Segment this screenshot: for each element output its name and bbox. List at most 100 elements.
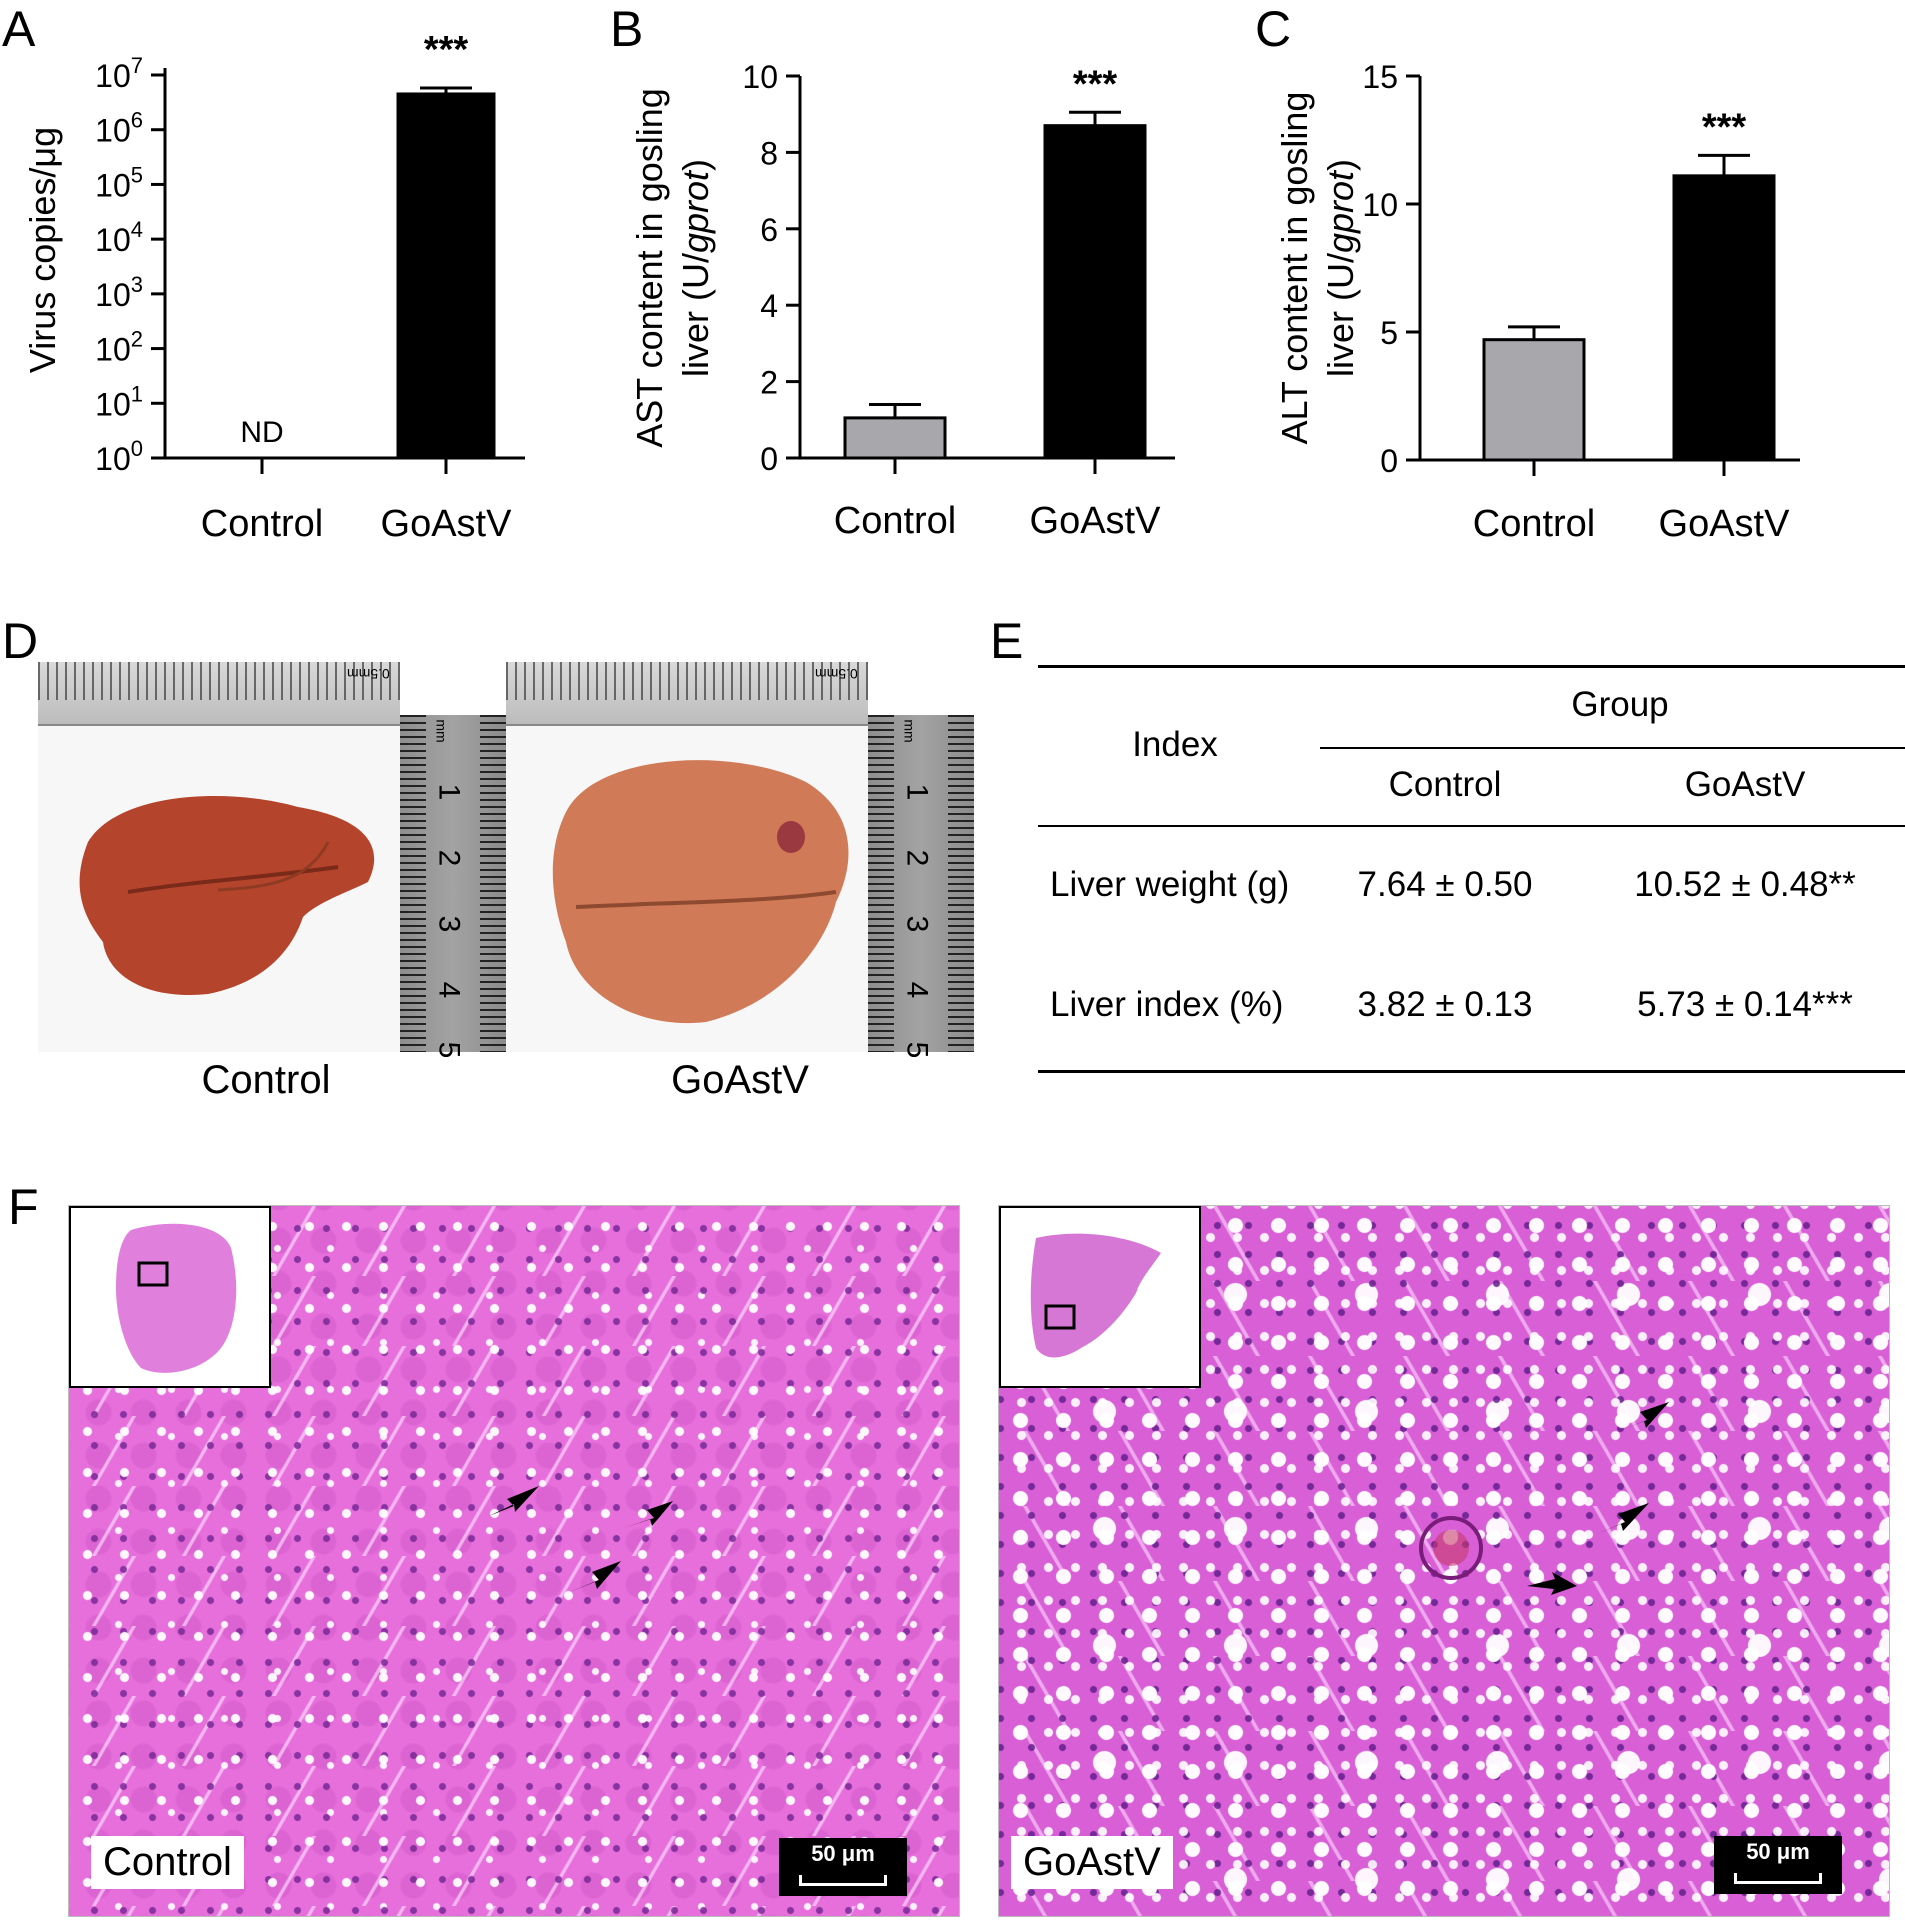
chart-c-ytick-label: 15 xyxy=(1362,59,1398,95)
chart-a-ytick-label: 107 xyxy=(95,53,143,94)
chart-b-significance: *** xyxy=(1073,63,1118,105)
chart-a-xlabel-control: Control xyxy=(201,503,324,545)
ruler-number: 1 xyxy=(432,783,466,801)
ruler-vertical-2: mm 1 2 3 4 5 xyxy=(868,715,974,1058)
ruler-unit: mm xyxy=(433,719,450,743)
arrow-icon xyxy=(489,1486,539,1516)
chart-c-bar-control xyxy=(1482,338,1586,462)
histology-arrows-goastv xyxy=(1419,1402,1669,1595)
table-header-rule xyxy=(1038,825,1905,827)
arrow-icon xyxy=(1619,1402,1669,1431)
arrow-icon xyxy=(624,1501,673,1528)
panel-label-a: A xyxy=(2,1,36,57)
chart-c-ytick-label: 5 xyxy=(1380,315,1398,351)
ruler-number: 3 xyxy=(432,915,466,933)
table-top-rule xyxy=(1038,665,1905,668)
chart-b-ytick-label: 6 xyxy=(760,212,778,248)
liver-table: Index Group Control GoAstV Liver weight … xyxy=(1038,665,1905,1075)
chart-b-bar-control xyxy=(843,416,947,460)
table-index-header: Index xyxy=(1132,725,1218,764)
table-col-goastv: GoAstV xyxy=(1684,765,1806,804)
histology-goastv: GoAstV 50 μm xyxy=(998,1205,1890,1917)
chart-c-ylabel-line2: liver (U/gprot) xyxy=(1320,159,1361,377)
liver-photo-control: 0.5mm xyxy=(38,662,400,1052)
liver-control xyxy=(79,796,375,995)
ruler-horizontal: 0.5mm xyxy=(506,662,868,726)
scale-bar-label: 50 μm xyxy=(811,1841,875,1866)
chart-c-xlabel-control: Control xyxy=(1473,503,1596,545)
liver-photo-goastv: 0.5mm xyxy=(506,662,868,1052)
chart-c-ylabel-line1: ALT content in gosling xyxy=(1274,92,1315,445)
photo-caption-goastv: GoAstV xyxy=(671,1058,809,1102)
chart-b-ytick-label: 8 xyxy=(760,135,778,171)
chart-b-xlabel-goastv: GoAstV xyxy=(1030,500,1162,542)
ruler-text: 0.5mm xyxy=(347,666,390,682)
chart-b-xlabel-control: Control xyxy=(834,500,957,542)
ruler-number: 2 xyxy=(432,849,466,867)
histology-inset-goastv xyxy=(999,1206,1201,1388)
chart-b-ylabel-line2: liver (U/gprot) xyxy=(675,159,716,377)
arrow-icon xyxy=(567,1561,621,1593)
table-row-label: Liver weight (g) xyxy=(1050,865,1290,904)
table-cell-control: 7.64 ± 0.50 xyxy=(1357,865,1533,904)
arrow-icon xyxy=(1597,1503,1649,1534)
chart-b-bar-goastv xyxy=(1043,124,1147,460)
table-cell-goastv: 5.73 ± 0.14*** xyxy=(1637,985,1853,1024)
scale-bar-goastv: 50 μm xyxy=(1714,1836,1842,1894)
liver-goastv xyxy=(552,760,849,1024)
chart-c-ytick-label: 0 xyxy=(1380,443,1398,479)
chart-a-ytick-label: 100 xyxy=(95,436,143,477)
table-group-header: Group xyxy=(1571,685,1669,724)
arrow-icon xyxy=(1527,1572,1577,1595)
table-group-rule xyxy=(1320,747,1905,749)
chart-b-ytick-label: 0 xyxy=(760,441,778,477)
chart-c: ALT content in gosling liver (U/gprot) 0… xyxy=(1274,59,1800,545)
ruler-number: 4 xyxy=(900,981,934,999)
ruler-number: 4 xyxy=(432,981,466,999)
chart-a-errorbar-goastv xyxy=(420,86,472,94)
chart-b-ytick-label: 10 xyxy=(742,59,778,95)
ruler-unit: mm xyxy=(901,719,918,743)
ruler-number: 1 xyxy=(900,783,934,801)
histology-label-goastv: GoAstV xyxy=(1011,1836,1173,1889)
ruler-text: 0.5mm xyxy=(815,666,858,682)
photo-caption-control: Control xyxy=(201,1058,331,1102)
central-vein xyxy=(1419,1516,1483,1580)
chart-c-xlabel-goastv: GoAstV xyxy=(1659,503,1791,545)
chart-a-nd-label: ND xyxy=(240,416,283,449)
histology-inset-control xyxy=(69,1206,271,1388)
scale-bar-control: 50 μm xyxy=(779,1838,907,1896)
table-cell-goastv: 10.52 ± 0.48** xyxy=(1634,865,1856,904)
ruler-number: 3 xyxy=(900,915,934,933)
ruler-horizontal: 0.5mm xyxy=(38,662,400,726)
chart-a-ytick-label: 102 xyxy=(95,327,143,368)
ruler-number: 2 xyxy=(900,849,934,867)
chart-a: Virus copies/μg 100 101 102 103 104 105 106 107… xyxy=(22,29,525,545)
table-row-label: Liver index (%) xyxy=(1050,985,1284,1024)
chart-b: AST content in gosling liver (U/gprot) 0… xyxy=(629,59,1175,542)
table-col-control: Control xyxy=(1388,765,1502,804)
chart-c-ytick-label: 10 xyxy=(1362,187,1398,223)
table-cell-control: 3.82 ± 0.13 xyxy=(1357,985,1533,1024)
scale-bar-label: 50 μm xyxy=(1746,1839,1810,1864)
panel-label-b: B xyxy=(610,1,644,57)
chart-a-ytick-label: 106 xyxy=(95,108,143,149)
chart-a-bar-goastv xyxy=(396,92,496,460)
table-bottom-rule xyxy=(1038,1070,1905,1073)
chart-a-significance: *** xyxy=(424,29,469,71)
panel-label-f: F xyxy=(8,1179,39,1235)
panel-label-d: D xyxy=(2,613,39,669)
chart-a-xlabel-goastv: GoAstV xyxy=(381,503,513,545)
chart-a-ytick-label: 103 xyxy=(95,272,143,313)
ruler-number: 5 xyxy=(900,1041,934,1059)
histology-control: Control 50 μm xyxy=(68,1205,960,1917)
ruler-vertical-1: mm 1 2 3 4 5 xyxy=(400,715,506,1058)
panel-label-c: C xyxy=(1255,1,1292,57)
chart-b-ylabel-line1: AST content in gosling xyxy=(629,88,670,448)
chart-c-significance: *** xyxy=(1702,106,1747,148)
chart-a-ylabel: Virus copies/μg xyxy=(22,127,63,373)
chart-a-ytick-label: 105 xyxy=(95,162,143,203)
chart-a-ytick-label: 104 xyxy=(95,217,143,258)
panel-label-e: E xyxy=(990,613,1024,669)
chart-c-bar-goastv xyxy=(1672,174,1776,462)
